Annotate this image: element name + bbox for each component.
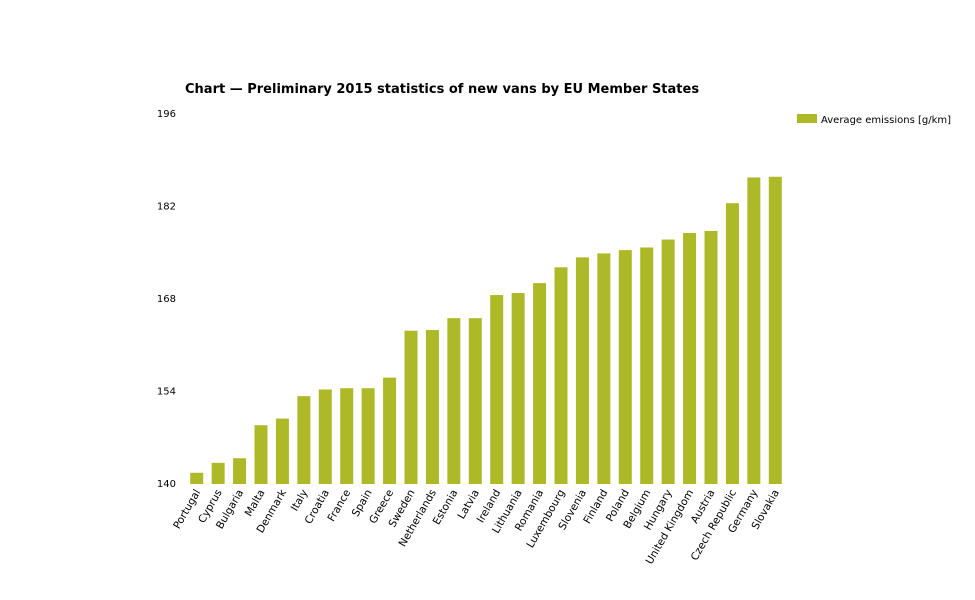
bar-lithuania[interactable] xyxy=(511,293,525,484)
bar-hungary[interactable] xyxy=(661,239,675,484)
bar-germany[interactable] xyxy=(747,177,761,484)
bar-croatia[interactable] xyxy=(318,389,332,484)
bar-slovenia[interactable] xyxy=(575,257,589,484)
bar-italy[interactable] xyxy=(297,396,311,484)
bar-sweden[interactable] xyxy=(404,330,418,484)
y-tick-label: 182 xyxy=(157,202,176,213)
legend-label: Average emissions [g/km] xyxy=(821,115,951,126)
x-category-label: Italy xyxy=(289,488,311,514)
bar-belgium[interactable] xyxy=(640,247,654,484)
bar-slovakia[interactable] xyxy=(768,176,782,484)
bar-france[interactable] xyxy=(340,388,354,484)
bar-malta[interactable] xyxy=(254,425,268,484)
bar-netherlands[interactable] xyxy=(425,330,439,484)
y-tick-label: 196 xyxy=(157,109,176,120)
bar-luxembourg[interactable] xyxy=(554,267,568,484)
y-tick-label: 140 xyxy=(157,479,176,490)
bar-austria[interactable] xyxy=(704,230,718,484)
bar-ireland[interactable] xyxy=(490,295,504,484)
legend[interactable]: Average emissions [g/km] xyxy=(797,114,951,126)
chart-title: Chart — Preliminary 2015 statistics of n… xyxy=(185,82,699,97)
y-tick-label: 154 xyxy=(157,387,176,398)
bars xyxy=(190,176,782,485)
bar-finland[interactable] xyxy=(597,253,611,484)
bar-latvia[interactable] xyxy=(468,318,482,484)
bar-bulgaria[interactable] xyxy=(233,458,247,484)
bar-poland[interactable] xyxy=(618,250,632,484)
x-category-label: Portugal xyxy=(171,488,203,532)
bar-cyprus[interactable] xyxy=(211,462,225,484)
y-axis: 140 154 168 182 196 xyxy=(157,109,176,490)
bar-portugal[interactable] xyxy=(190,472,204,484)
bar-spain[interactable] xyxy=(361,388,375,484)
bar-denmark[interactable] xyxy=(275,418,289,484)
legend-swatch xyxy=(797,114,817,123)
y-tick-label: 168 xyxy=(157,294,176,305)
bar-united-kingdom[interactable] xyxy=(683,232,697,484)
bar-estonia[interactable] xyxy=(447,318,461,484)
bar-romania[interactable] xyxy=(533,283,547,484)
bar-greece[interactable] xyxy=(383,377,397,485)
bar-czech-republic[interactable] xyxy=(725,203,739,484)
